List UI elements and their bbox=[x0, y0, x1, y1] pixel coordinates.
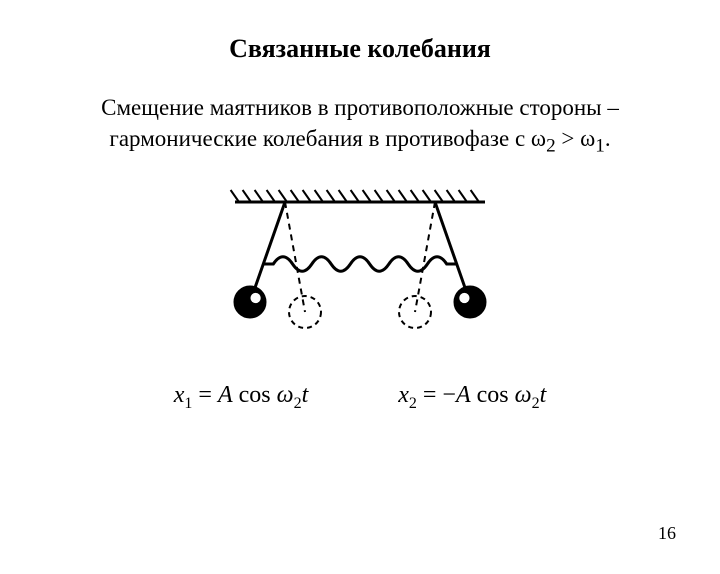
eq1-x: x bbox=[174, 382, 185, 408]
diagram-container bbox=[0, 184, 720, 364]
eq2-t: t bbox=[540, 382, 547, 408]
eq1-t: t bbox=[302, 382, 309, 408]
eq1-osub: 2 bbox=[294, 394, 302, 411]
eq2-sub: 2 bbox=[409, 394, 417, 411]
eq2-osub: 2 bbox=[532, 394, 540, 411]
omega-2: ω bbox=[531, 126, 546, 151]
eq2-x: x bbox=[398, 382, 409, 408]
equation-1: x1 = A cos ω2t bbox=[174, 382, 309, 413]
desc-line1: Смещение маятников в противоположные сто… bbox=[101, 95, 619, 120]
coupled-pendulum-diagram bbox=[195, 184, 525, 364]
eq1-eq: = bbox=[192, 382, 218, 408]
omega-1: ω bbox=[580, 126, 595, 151]
omega-2-sub: 2 bbox=[546, 136, 556, 157]
desc-gt: > bbox=[556, 126, 580, 151]
eq2-omega: ω bbox=[515, 382, 532, 408]
eq1-A: A bbox=[218, 382, 233, 408]
equation-2: x2 = −A cos ω2t bbox=[398, 382, 546, 413]
equations-row: x1 = A cos ω2t x2 = −A cos ω2t bbox=[0, 382, 720, 413]
description: Смещение маятников в противоположные сто… bbox=[0, 92, 720, 160]
eq2-A: A bbox=[456, 382, 471, 408]
page-number: 16 bbox=[658, 523, 676, 544]
eq2-eq: = − bbox=[417, 382, 456, 408]
page-title: Связанные колебания bbox=[0, 34, 720, 64]
desc-line2c: . bbox=[605, 126, 611, 151]
eq1-cos: cos bbox=[233, 382, 277, 408]
desc-line2a: гармонические колебания в противофазе с bbox=[109, 126, 531, 151]
omega-1-sub: 1 bbox=[595, 136, 605, 157]
eq1-omega: ω bbox=[277, 382, 294, 408]
eq2-cos: cos bbox=[471, 382, 515, 408]
